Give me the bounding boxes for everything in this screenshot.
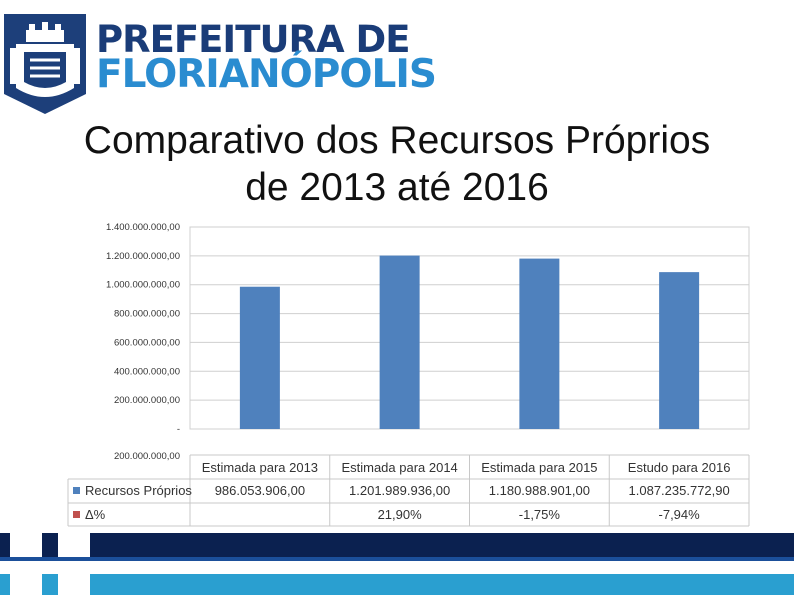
table-value: 1.087.235.772,90 [629, 483, 730, 498]
y-tick-label: 200.000.000,00 [114, 451, 180, 462]
footer-navy-band [90, 533, 794, 557]
y-tick-label: 1.400.000.000,00 [106, 222, 180, 233]
legend-swatch [73, 487, 80, 494]
x-category-label: Estimada para 2013 [202, 460, 318, 475]
bar-2 [379, 255, 420, 429]
table-value: -1,75% [519, 507, 561, 522]
footer-cyan-band [90, 574, 794, 595]
footer-navy-block-2 [42, 533, 58, 557]
y-tick-label: 200.000.000,00 [114, 395, 180, 406]
florianopolis-coat-of-arms-logo [4, 14, 86, 114]
brand-name-line2: FLORIANÓPOLIS [96, 52, 437, 97]
table-value: 1.201.989.936,00 [349, 483, 450, 498]
table-value: 1.180.988.901,00 [489, 483, 590, 498]
y-tick-label: - [177, 424, 180, 435]
legend-label: Δ% [85, 507, 106, 522]
slide-title-line1: Comparativo dos Recursos Próprios [83, 119, 711, 162]
footer-navy-block-1 [0, 533, 10, 557]
bar-1 [239, 286, 280, 429]
slide-title-line2: de 2013 até 2016 [245, 166, 549, 209]
legend-label: Recursos Próprios [85, 483, 192, 498]
table-value: 986.053.906,00 [215, 483, 305, 498]
x-category-label: Estimada para 2015 [481, 460, 597, 475]
y-tick-label: 800.000.000,00 [114, 309, 180, 320]
recursos-proprios-chart: 1.400.000.000,00 1.200.000.000,00 1.000.00… [67, 222, 750, 527]
legend-swatch [73, 511, 80, 518]
y-tick-label: 400.000.000,00 [114, 366, 180, 377]
footer-blue-line [0, 557, 794, 561]
x-category-label: Estudo para 2016 [628, 460, 731, 475]
table-value: 21,90% [378, 507, 423, 522]
brand-name-line1: PREFEITURA DE [96, 18, 410, 61]
footer-cyan-block-2 [42, 574, 58, 595]
footer-cyan-block-1 [0, 574, 10, 595]
table-value: -7,94% [659, 507, 701, 522]
y-tick-label: 1.000.000.000,00 [106, 280, 180, 291]
bar-4 [659, 272, 700, 429]
y-tick-label: 600.000.000,00 [114, 337, 180, 348]
x-category-label: Estimada para 2014 [341, 460, 457, 475]
bar-3 [519, 258, 560, 429]
y-tick-label: 1.200.000.000,00 [106, 251, 180, 262]
